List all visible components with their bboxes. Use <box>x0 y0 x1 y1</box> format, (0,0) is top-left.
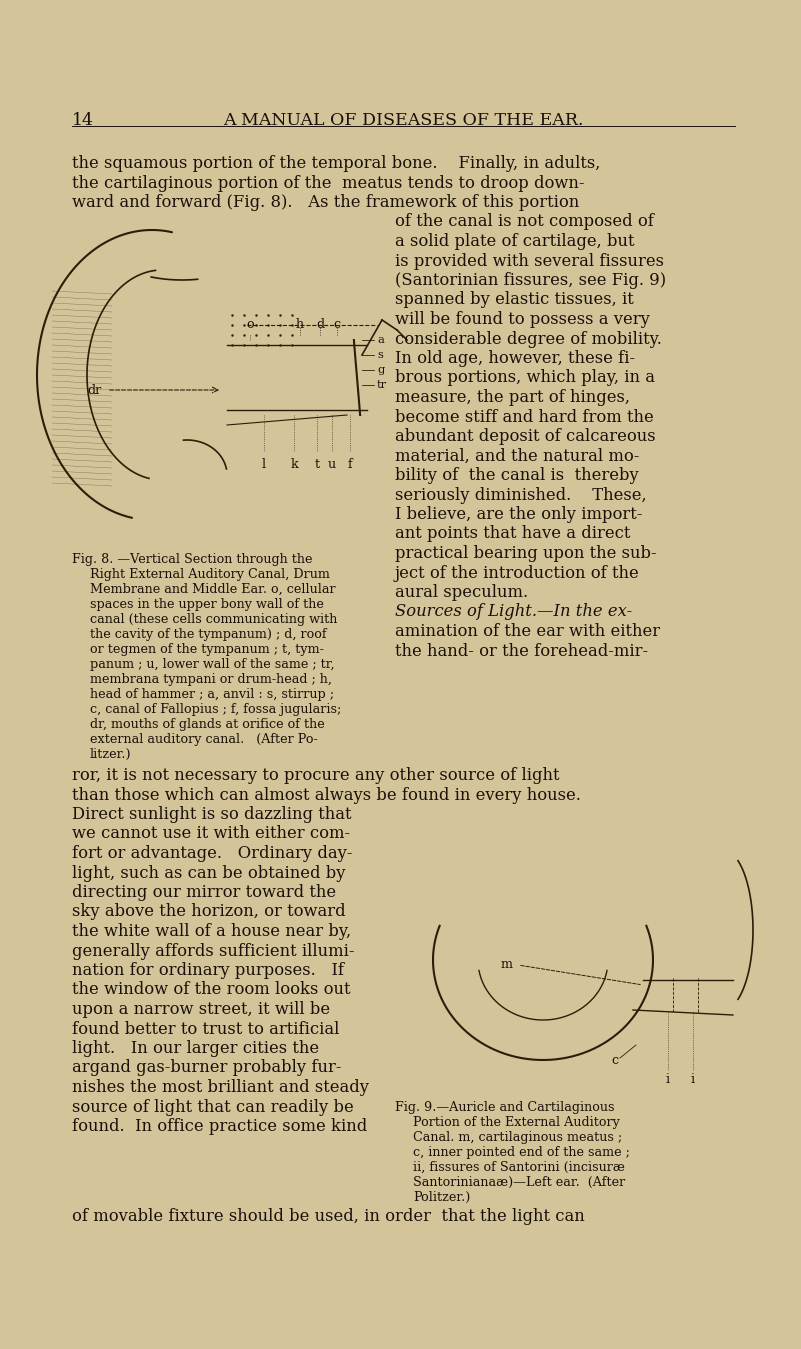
Text: external auditory canal.   (After Po-: external auditory canal. (After Po- <box>90 733 318 746</box>
Text: (Santorinian fissures, see Fig. 9): (Santorinian fissures, see Fig. 9) <box>395 272 666 289</box>
Text: the window of the room looks out: the window of the room looks out <box>72 982 351 998</box>
Text: fort or advantage.   Ordinary day-: fort or advantage. Ordinary day- <box>72 844 352 862</box>
Text: Membrane and Middle Ear. o, cellular: Membrane and Middle Ear. o, cellular <box>90 583 336 596</box>
Text: ant points that have a direct: ant points that have a direct <box>395 526 630 542</box>
Text: A MANUAL OF DISEASES OF THE EAR.: A MANUAL OF DISEASES OF THE EAR. <box>223 112 584 130</box>
Text: found better to trust to artificial: found better to trust to artificial <box>72 1020 340 1037</box>
Text: than those which can almost always be found in every house.: than those which can almost always be fo… <box>72 786 581 804</box>
Text: material, and the natural mo-: material, and the natural mo- <box>395 448 639 464</box>
Text: become stiff and hard from the: become stiff and hard from the <box>395 409 654 425</box>
Text: Canal. m, cartilaginous meatus ;: Canal. m, cartilaginous meatus ; <box>413 1130 622 1144</box>
Text: Politzer.): Politzer.) <box>413 1191 470 1205</box>
Text: aural speculum.: aural speculum. <box>395 584 528 602</box>
Text: Santorinianaæ)—Left ear.  (After: Santorinianaæ)—Left ear. (After <box>413 1176 626 1188</box>
Text: panum ; u, lower wall of the same ; tr,: panum ; u, lower wall of the same ; tr, <box>90 658 335 670</box>
Text: c, canal of Fallopius ; f, fossa jugularis;: c, canal of Fallopius ; f, fossa jugular… <box>90 703 341 716</box>
Text: seriously diminished.    These,: seriously diminished. These, <box>395 487 646 503</box>
Text: we cannot use it with either com-: we cannot use it with either com- <box>72 826 350 843</box>
Text: i: i <box>666 1072 670 1086</box>
Text: spaces in the upper bony wall of the: spaces in the upper bony wall of the <box>90 598 324 611</box>
Text: the cartilaginous portion of the  meatus tends to droop down-: the cartilaginous portion of the meatus … <box>72 174 585 192</box>
Text: ii, fissures of Santorini (incisuræ: ii, fissures of Santorini (incisuræ <box>413 1161 625 1174</box>
Text: light, such as can be obtained by: light, such as can be obtained by <box>72 865 345 881</box>
Text: argand gas-burner probably fur-: argand gas-burner probably fur- <box>72 1059 341 1077</box>
Text: k: k <box>290 459 298 471</box>
Text: generally affords sufficient illumi-: generally affords sufficient illumi- <box>72 943 355 959</box>
Text: dr, mouths of glands at orifice of the: dr, mouths of glands at orifice of the <box>90 718 324 731</box>
Text: 14: 14 <box>72 112 94 130</box>
Text: head of hammer ; a, anvil : s, stirrup ;: head of hammer ; a, anvil : s, stirrup ; <box>90 688 334 701</box>
Text: nation for ordinary purposes.   If: nation for ordinary purposes. If <box>72 962 344 979</box>
Text: membrana tympani or drum-head ; h,: membrana tympani or drum-head ; h, <box>90 673 332 687</box>
Text: will be found to possess a very: will be found to possess a very <box>395 312 650 328</box>
Text: Direct sunlight is so dazzling that: Direct sunlight is so dazzling that <box>72 805 352 823</box>
Text: ror, it is not necessary to procure any other source of light: ror, it is not necessary to procure any … <box>72 768 560 784</box>
Text: brous portions, which play, in a: brous portions, which play, in a <box>395 370 655 387</box>
Text: the white wall of a house near by,: the white wall of a house near by, <box>72 923 351 940</box>
Text: spanned by elastic tissues, it: spanned by elastic tissues, it <box>395 291 634 309</box>
Text: Fig. 8. —Vertical Section through the: Fig. 8. —Vertical Section through the <box>72 553 312 567</box>
Text: u: u <box>328 459 336 471</box>
Text: c, inner pointed end of the same ;: c, inner pointed end of the same ; <box>413 1147 630 1159</box>
Text: measure, the part of hinges,: measure, the part of hinges, <box>395 389 630 406</box>
Text: i: i <box>691 1072 695 1086</box>
Text: the cavity of the tympanum) ; d, roof: the cavity of the tympanum) ; d, roof <box>90 629 327 641</box>
Text: considerable degree of mobility.: considerable degree of mobility. <box>395 331 662 348</box>
Text: a: a <box>377 335 384 345</box>
Text: Portion of the External Auditory: Portion of the External Auditory <box>413 1116 620 1129</box>
Text: litzer.): litzer.) <box>90 747 131 761</box>
Text: of movable fixture should be used, in order  that the light can: of movable fixture should be used, in or… <box>72 1207 585 1225</box>
Text: canal (these cells communicating with: canal (these cells communicating with <box>90 612 337 626</box>
Text: o: o <box>246 318 254 331</box>
Text: f: f <box>348 459 352 471</box>
Text: h: h <box>296 318 304 331</box>
Text: Sources of Light.—In the ex-: Sources of Light.—In the ex- <box>395 603 632 621</box>
Text: ject of the introduction of the: ject of the introduction of the <box>395 564 640 581</box>
Text: I believe, are the only import-: I believe, are the only import- <box>395 506 642 523</box>
Text: of the canal is not composed of: of the canal is not composed of <box>395 213 654 231</box>
Text: a solid plate of cartilage, but: a solid plate of cartilage, but <box>395 233 634 250</box>
Text: nishes the most brilliant and steady: nishes the most brilliant and steady <box>72 1079 369 1095</box>
Text: ward and forward (Fig. 8).   As the framework of this portion: ward and forward (Fig. 8). As the framew… <box>72 194 579 210</box>
Text: In old age, however, these fi-: In old age, however, these fi- <box>395 349 635 367</box>
Text: m: m <box>501 959 513 971</box>
Text: the hand- or the forehead-mir-: the hand- or the forehead-mir- <box>395 642 648 660</box>
Text: t: t <box>315 459 320 471</box>
Text: d: d <box>316 318 324 331</box>
Text: the squamous portion of the temporal bone.    Finally, in adults,: the squamous portion of the temporal bon… <box>72 155 601 173</box>
Text: s: s <box>377 349 383 360</box>
Text: source of light that can readily be: source of light that can readily be <box>72 1098 354 1116</box>
Text: bility of  the canal is  thereby: bility of the canal is thereby <box>395 467 638 484</box>
Text: upon a narrow street, it will be: upon a narrow street, it will be <box>72 1001 330 1018</box>
Text: tr: tr <box>377 380 387 390</box>
Text: practical bearing upon the sub-: practical bearing upon the sub- <box>395 545 657 563</box>
Text: Fig. 9.—Auricle and Cartilaginous: Fig. 9.—Auricle and Cartilaginous <box>395 1101 614 1114</box>
Text: c: c <box>611 1054 618 1067</box>
Text: sky above the horizon, or toward: sky above the horizon, or toward <box>72 904 345 920</box>
Text: c: c <box>333 318 340 331</box>
Text: light.   In our larger cities the: light. In our larger cities the <box>72 1040 319 1058</box>
Text: dr: dr <box>88 383 102 397</box>
Text: amination of the ear with either: amination of the ear with either <box>395 623 660 639</box>
Text: abundant deposit of calcareous: abundant deposit of calcareous <box>395 428 656 445</box>
Text: directing our mirror toward the: directing our mirror toward the <box>72 884 336 901</box>
Text: found.  In office practice some kind: found. In office practice some kind <box>72 1118 367 1135</box>
Text: g: g <box>377 366 384 375</box>
Text: is provided with several fissures: is provided with several fissures <box>395 252 664 270</box>
Text: Right External Auditory Canal, Drum: Right External Auditory Canal, Drum <box>90 568 330 581</box>
Text: or tegmen of the tympanum ; t, tym-: or tegmen of the tympanum ; t, tym- <box>90 643 324 656</box>
Text: l: l <box>262 459 266 471</box>
